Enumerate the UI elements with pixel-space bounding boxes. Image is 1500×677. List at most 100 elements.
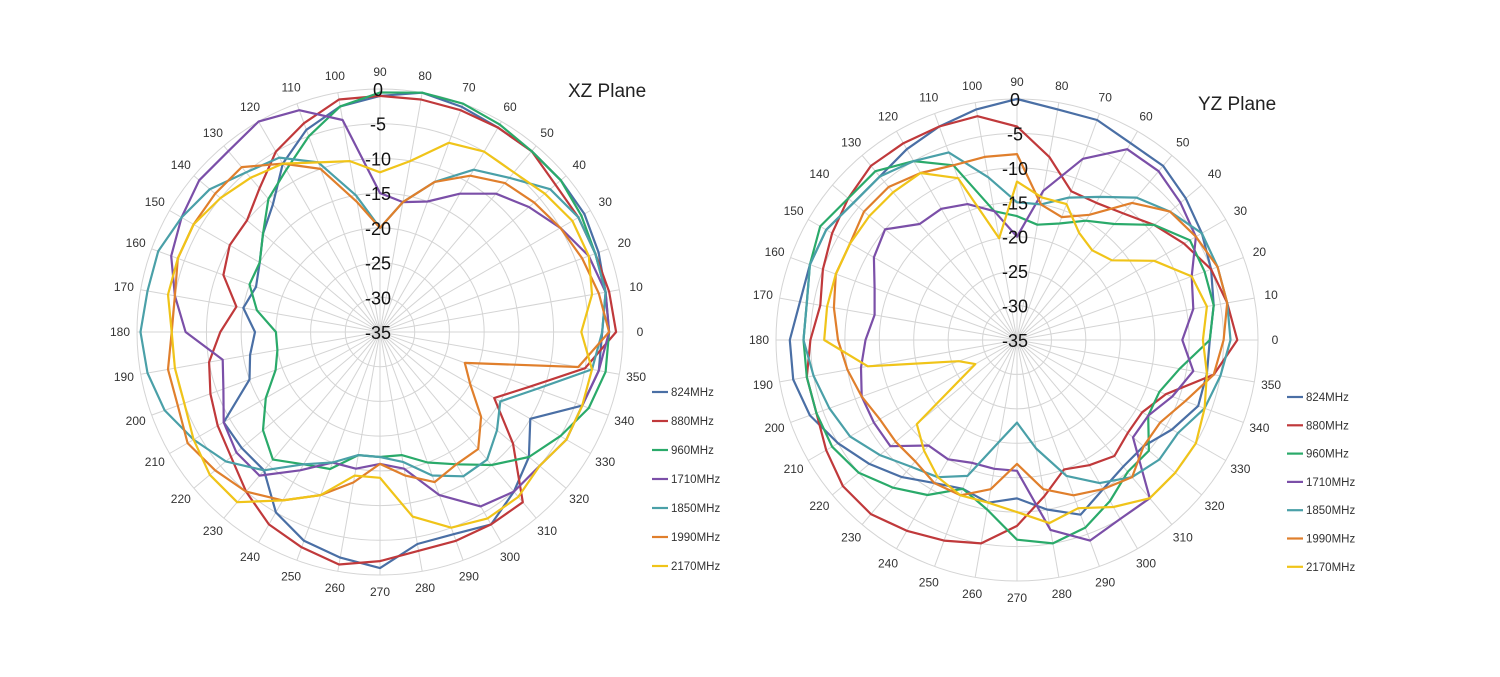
ring-tick-label: -30: [365, 288, 391, 308]
angle-tick-label: 280: [415, 581, 435, 595]
angle-tick-label: 310: [1173, 531, 1193, 545]
angle-tick-label: 350: [1261, 378, 1281, 392]
legend-label: 1990MHz: [1306, 534, 1355, 546]
ring-tick-label: -35: [365, 323, 391, 343]
series-line-1710mhz: [170, 109, 611, 508]
grid-spoke: [790, 339, 1018, 423]
grid-spoke: [1016, 102, 1060, 341]
angle-tick-label: 320: [1205, 499, 1225, 513]
xz-plane-chart: 0 10 20 30 40 50 60 70 80 90 100 110 120 130 140 150 160…: [110, 65, 720, 599]
legend-label: 824MHz: [671, 387, 714, 399]
angle-tick-label: 340: [614, 414, 634, 428]
legend: 824MHz 880MHz 960MHz 1710MHz 1850MHz 1990MHz 2…: [1287, 392, 1355, 574]
angle-tick-label: 130: [203, 126, 223, 140]
angle-tick-label: 220: [171, 492, 191, 506]
grid-spoke: [193, 175, 381, 333]
ring-tick-label: -10: [365, 149, 391, 169]
grid-spoke: [379, 331, 609, 416]
grid-spoke: [337, 92, 381, 333]
chart-title: YZ Plane: [1198, 94, 1276, 115]
angle-tick-label: 340: [1249, 421, 1269, 435]
ring-tick-label: -5: [370, 115, 386, 135]
grid-spoke: [379, 92, 423, 333]
grid-spoke: [1016, 339, 1138, 549]
angle-tick-label: 240: [240, 550, 260, 564]
angle-tick-label: 230: [841, 531, 861, 545]
grid-spoke: [1016, 339, 1226, 461]
angle-tick-label: 320: [569, 492, 589, 506]
grid-spoke: [1016, 339, 1244, 423]
ring-tick-label: -35: [1002, 331, 1028, 351]
grid-spoke: [808, 219, 1018, 341]
angle-tick-label: 300: [1136, 556, 1156, 570]
angle-tick-label: 290: [1095, 575, 1115, 589]
series-line-1850mhz: [139, 156, 607, 478]
legend-label: 1990MHz: [671, 532, 720, 544]
angle-tick-label: 80: [1055, 79, 1069, 93]
grid-spoke: [169, 210, 381, 333]
series-line-2170mhz: [823, 171, 1208, 525]
series-line-880mhz: [208, 94, 618, 566]
legend-label: 880MHz: [671, 416, 714, 428]
ring-tick-label: -25: [1002, 262, 1028, 282]
grid-spoke: [1016, 219, 1226, 341]
angle-tick-label: 60: [503, 100, 517, 114]
angle-tick-label: 50: [1176, 135, 1190, 149]
grid-spoke: [296, 331, 381, 561]
angle-tick-label: 260: [325, 581, 345, 595]
angle-tick-label: 140: [171, 158, 191, 172]
angle-tick-label: 170: [114, 280, 134, 294]
grid-spokes: [137, 89, 623, 575]
angle-labels: 0 10 20 30 40 50 60 70 80 90 100 110 120 130 140 150 160…: [749, 75, 1281, 605]
angle-tick-label: 160: [126, 236, 146, 250]
grid-spoke: [379, 121, 502, 333]
angle-tick-label: 310: [537, 524, 557, 538]
grid-spoke: [1016, 339, 1100, 567]
angle-tick-label: 30: [1234, 204, 1248, 218]
grid-spoke: [790, 257, 1018, 341]
angle-tick-label: 70: [1099, 91, 1113, 105]
grid-spoke: [379, 289, 620, 333]
angle-tick-label: 260: [962, 587, 982, 601]
grid-spoke: [779, 339, 1018, 383]
ring-tick-label: 0: [1010, 90, 1020, 110]
angle-tick-label: 0: [637, 325, 644, 339]
grid-spoke: [1016, 155, 1173, 341]
angle-tick-label: 150: [784, 204, 804, 218]
angle-tick-label: 210: [784, 462, 804, 476]
angle-tick-label: 160: [765, 245, 785, 259]
grid-spoke: [223, 331, 381, 519]
angle-tick-label: 270: [370, 585, 390, 599]
angle-tick-label: 180: [110, 325, 130, 339]
angle-tick-label: 20: [1253, 245, 1267, 259]
angle-tick-label: 100: [325, 69, 345, 83]
grid-spoke: [1016, 339, 1060, 578]
grid-spoke: [258, 121, 381, 333]
angle-tick-label: 40: [1208, 167, 1222, 181]
angle-tick-label: 120: [240, 100, 260, 114]
legend-label: 1850MHz: [671, 503, 720, 515]
angle-tick-label: 200: [126, 414, 146, 428]
angle-tick-label: 10: [1264, 288, 1278, 302]
legend-label: 2170MHz: [671, 561, 720, 573]
angle-tick-label: 190: [114, 370, 134, 384]
angle-tick-label: 0: [1272, 333, 1279, 347]
legend-label: 824MHz: [1306, 392, 1349, 404]
angle-tick-label: 110: [282, 81, 301, 95]
angle-tick-label: 120: [878, 110, 898, 124]
ring-tick-label: -5: [1007, 124, 1023, 144]
angle-tick-label: 130: [841, 135, 861, 149]
angle-tick-label: 200: [765, 421, 785, 435]
grid-spoke: [379, 331, 502, 543]
grid-spoke: [1016, 339, 1202, 496]
grid-spoke: [379, 331, 591, 454]
angle-tick-label: 330: [595, 455, 615, 469]
grid-spoke: [1016, 113, 1100, 341]
angle-tick-label: 270: [1007, 591, 1027, 605]
ring-tick-label: -30: [1002, 297, 1028, 317]
ring-labels: 0 -5 -10 -15 -20 -25 -30 -35: [365, 80, 391, 343]
grid-spoke: [934, 113, 1018, 341]
angle-tick-label: 50: [540, 126, 554, 140]
series-group: [139, 91, 618, 570]
series-line-1990mhz: [832, 153, 1229, 497]
